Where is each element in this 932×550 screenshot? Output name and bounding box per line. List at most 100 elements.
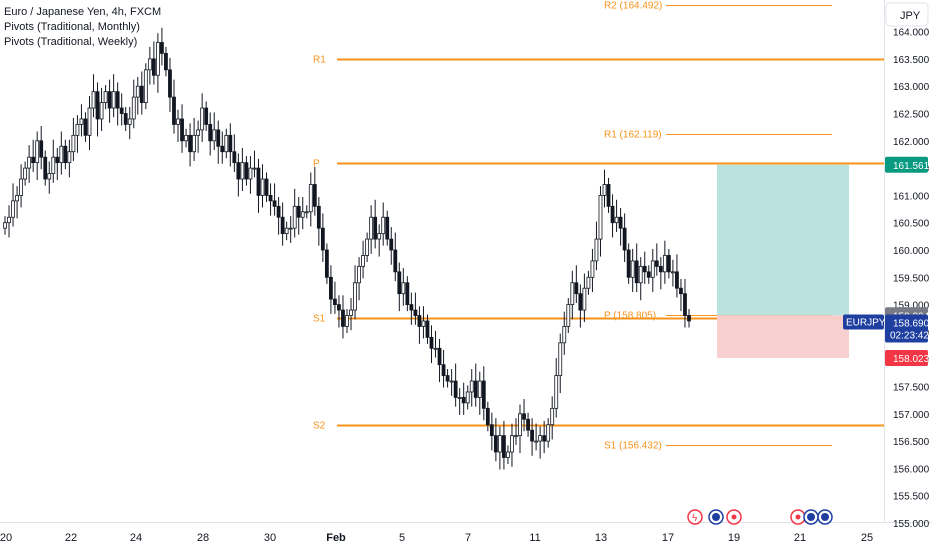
- candle: [43, 150, 48, 186]
- candle-body: [409, 304, 414, 311]
- position-zones-layer: [717, 164, 849, 358]
- time-tick-label: 20: [0, 532, 12, 544]
- currency-button[interactable]: JPY: [885, 2, 929, 27]
- candle: [87, 96, 92, 151]
- candle-body: [598, 194, 603, 240]
- candle-body: [469, 380, 474, 393]
- time-tick-label: 21: [794, 532, 806, 544]
- candle: [642, 251, 647, 284]
- economic-event-icon[interactable]: [708, 509, 724, 525]
- candle: [292, 188, 297, 238]
- candle: [131, 79, 136, 129]
- candle: [280, 202, 285, 246]
- candle-body: [123, 113, 128, 125]
- candle: [421, 306, 426, 339]
- candle: [638, 257, 643, 301]
- candle-body: [256, 167, 261, 196]
- candle: [236, 153, 241, 197]
- candle-body: [683, 293, 687, 316]
- candle: [11, 183, 15, 227]
- candle: [260, 164, 265, 208]
- candle-body: [461, 397, 466, 404]
- candle: [147, 46, 152, 85]
- economic-event-icon[interactable]: [817, 509, 833, 525]
- candle-body: [453, 380, 458, 398]
- candle-body: [594, 238, 599, 262]
- candle-body: [200, 107, 205, 131]
- candle: [610, 194, 615, 238]
- candle: [23, 161, 28, 186]
- dividend-event-icon[interactable]: ϟ: [687, 509, 703, 525]
- candle-body: [417, 315, 422, 327]
- candle-body: [582, 287, 587, 311]
- candle: [107, 79, 112, 123]
- price-tick-label: 159.500: [893, 273, 930, 284]
- time-tick-label: 28: [197, 532, 209, 544]
- price-axis[interactable]: 155.000 155.500 156.000 156.500 157.000 157.5…: [893, 28, 930, 530]
- candle-body: [220, 145, 225, 153]
- candle: [618, 207, 623, 246]
- candle: [393, 232, 398, 282]
- candle: [445, 369, 450, 388]
- candle-body: [204, 107, 209, 125]
- time-axis[interactable]: 20 22 24 28 30 Feb 5 7 11 13 17 19 21 25: [0, 532, 873, 544]
- candle: [570, 270, 575, 320]
- candle: [401, 268, 406, 306]
- candle-body: [75, 124, 80, 136]
- weekly-pivot-label: R2 (164.492): [604, 1, 662, 12]
- candle: [377, 224, 382, 257]
- candle-body: [465, 391, 470, 404]
- candle-body: [143, 69, 148, 103]
- candle-body: [413, 309, 418, 316]
- candle-body: [337, 304, 341, 311]
- candle: [31, 139, 36, 172]
- last-price-tag: [885, 314, 928, 343]
- candle: [151, 41, 156, 85]
- news-event-icon[interactable]: [790, 509, 806, 525]
- price-tick-label: 159.000: [893, 301, 930, 312]
- weekly-pivot-label: S1 (156.432): [604, 441, 662, 452]
- candle: [208, 112, 213, 156]
- candle: [461, 382, 466, 415]
- candle-body: [353, 282, 357, 311]
- candle: [397, 262, 402, 312]
- time-tick-label: 25: [861, 532, 873, 544]
- candle-body: [574, 282, 579, 295]
- candle: [417, 306, 422, 344]
- news-event-icon-dot: [795, 514, 801, 520]
- candle-body: [240, 162, 245, 180]
- price-tick-label: 160.000: [893, 246, 930, 257]
- time-tick-label: 7: [465, 532, 471, 544]
- candle: [626, 243, 631, 284]
- candle: [554, 358, 559, 418]
- events-layer[interactable]: ϟ: [687, 509, 833, 525]
- candle: [220, 131, 225, 164]
- price-tick-label: 157.500: [893, 383, 930, 394]
- candle-body: [401, 282, 406, 295]
- economic-event-icon[interactable]: [803, 509, 819, 525]
- news-event-icon[interactable]: [726, 509, 742, 525]
- candle: [232, 134, 237, 172]
- time-tick-label: 30: [264, 532, 276, 544]
- candle: [164, 46, 168, 77]
- candle-body: [324, 249, 329, 278]
- candle-body: [224, 134, 229, 153]
- candle: [425, 314, 430, 344]
- candle: [63, 139, 68, 170]
- legend-indicator-monthly[interactable]: Pivots (Traditional, Monthly): [4, 21, 140, 33]
- candle: [630, 248, 635, 293]
- candle-body: [300, 211, 305, 218]
- candle: [441, 349, 446, 388]
- price-tick-label: 155.000: [893, 519, 930, 530]
- countdown-text: 02:23:42: [890, 331, 929, 342]
- legend-symbol-title[interactable]: Euro / Japanese Yen, 4h, FXCM: [4, 6, 162, 18]
- candle: [650, 248, 655, 293]
- candle: [216, 120, 221, 164]
- candle: [687, 308, 691, 328]
- candle-body: [502, 435, 506, 458]
- candle: [622, 213, 627, 263]
- candle-body: [530, 429, 534, 442]
- legend-indicator-weekly[interactable]: Pivots (Traditional, Weekly): [4, 36, 138, 48]
- dividend-event-icon-ring: [687, 509, 703, 525]
